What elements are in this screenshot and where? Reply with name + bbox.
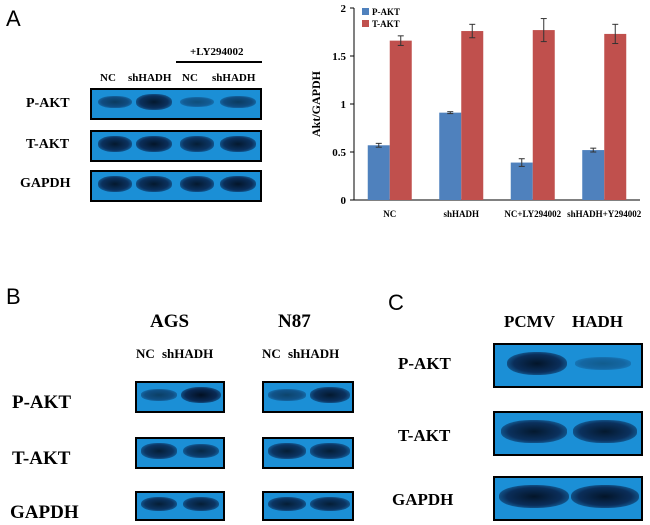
blot-a-t-akt: [90, 130, 262, 162]
band: [141, 389, 177, 401]
blot-c-t-akt: [493, 411, 643, 456]
band: [136, 94, 172, 110]
legend-swatch: [362, 8, 369, 15]
bar: [439, 112, 462, 200]
band: [499, 484, 569, 509]
lane-label: shHADH: [128, 72, 172, 84]
band: [98, 136, 132, 152]
row-label: P-AKT: [398, 354, 451, 373]
blot-b-ags-p-akt: [135, 381, 225, 413]
bar: [389, 40, 412, 200]
blot-b-ags-gapdh: [135, 491, 225, 521]
bar: [604, 33, 627, 200]
bar: [461, 31, 484, 201]
x-tick-label: shHADH+Y294002: [567, 209, 642, 219]
legend-label: T-AKT: [372, 19, 400, 29]
band: [507, 351, 567, 376]
lane-label: NC: [182, 72, 198, 84]
blot-c-p-akt: [493, 343, 643, 388]
band: [268, 389, 306, 401]
band: [183, 443, 219, 459]
band: [141, 496, 177, 512]
blot-a-gapdh: [90, 170, 262, 202]
band: [571, 484, 639, 509]
band: [136, 135, 172, 153]
panel-letter-c: C: [388, 290, 404, 315]
band: [180, 176, 214, 192]
bar: [582, 150, 605, 200]
y-tick-label: 2: [341, 3, 347, 15]
lane-label: HADH: [572, 312, 623, 331]
y-tick-label: 1: [341, 99, 347, 111]
band: [310, 443, 350, 459]
akt-bar-chart: 0 0.5 1 1.5 2 Akt/GAPDH NC shHADH NC+LY294002 shH…: [309, 3, 642, 219]
panel-letter-b: B: [6, 284, 21, 309]
y-tick-label: 1.5: [332, 51, 346, 63]
band: [183, 496, 219, 512]
row-label: P-AKT: [12, 392, 72, 413]
band: [98, 176, 132, 192]
band: [220, 175, 256, 193]
row-label: GAPDH: [10, 502, 79, 523]
band: [573, 419, 637, 444]
band: [136, 176, 172, 192]
lane-label: shHADH: [288, 346, 340, 361]
band: [268, 443, 306, 459]
row-label: GAPDH: [20, 176, 71, 191]
blot-c-gapdh: [493, 476, 643, 521]
blot-b-n87-p-akt: [262, 381, 354, 413]
blot-b-n87-gapdh: [262, 491, 354, 521]
band: [180, 96, 214, 108]
legend-label: P-AKT: [372, 7, 400, 17]
legend-swatch: [362, 20, 369, 27]
bar: [510, 162, 533, 200]
blot-b-ags-t-akt: [135, 437, 225, 469]
x-tick-label: NC+LY294002: [504, 209, 561, 219]
band: [141, 443, 177, 459]
band: [220, 136, 256, 152]
band: [310, 387, 350, 403]
bar: [367, 145, 390, 200]
lane-label: shHADH: [162, 346, 214, 361]
y-tick-label: 0.5: [332, 147, 346, 159]
band: [181, 386, 221, 404]
row-label: T-AKT: [12, 448, 71, 469]
x-tick-label: NC: [383, 209, 396, 219]
band: [220, 95, 256, 109]
x-tick-label: shHADH: [443, 209, 479, 219]
treatment-bar: [176, 61, 262, 63]
row-label: P-AKT: [26, 96, 70, 111]
lane-label: PCMV: [504, 312, 555, 331]
band: [310, 496, 350, 512]
blot-b-n87-t-akt: [262, 437, 354, 469]
band: [98, 95, 132, 109]
row-label: T-AKT: [26, 137, 70, 152]
y-tick-label: 0: [341, 195, 347, 207]
treatment-label: +LY294002: [190, 46, 244, 58]
band: [180, 136, 214, 152]
band: [501, 419, 567, 444]
cell-line-label: N87: [278, 311, 311, 332]
blot-a-p-akt: [90, 88, 262, 120]
row-label: GAPDH: [392, 490, 454, 509]
panel-letter-a: A: [6, 6, 21, 31]
y-axis-label: Akt/GAPDH: [309, 70, 323, 137]
lane-label: shHADH: [212, 72, 256, 84]
band: [268, 496, 306, 512]
lane-label: NC: [136, 346, 155, 361]
lane-label: NC: [262, 346, 281, 361]
cell-line-label: AGS: [150, 311, 190, 332]
bar: [532, 30, 555, 200]
row-label: T-AKT: [398, 426, 451, 445]
lane-label: NC: [100, 72, 116, 84]
band: [575, 356, 631, 371]
